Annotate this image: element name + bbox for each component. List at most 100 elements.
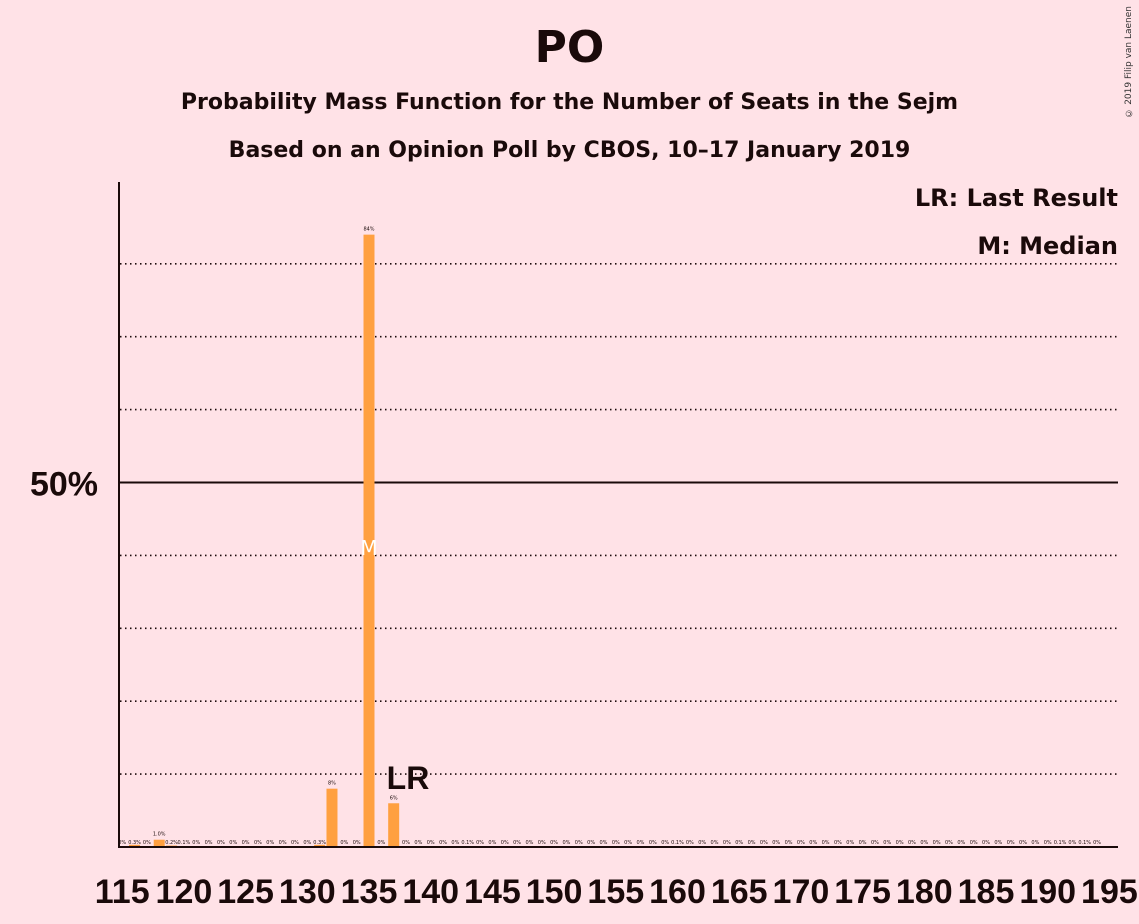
x-tick-label: 185 (958, 873, 1015, 911)
bar-value-label: 0% (575, 840, 583, 846)
bar-value-label: 0% (501, 840, 509, 846)
bar-value-label: 0.1% (461, 840, 474, 846)
bar-value-label: 0% (377, 840, 385, 846)
bar-value-label: 0% (871, 840, 879, 846)
x-tick-label: 145 (464, 873, 521, 911)
bar-value-label: 0% (698, 840, 706, 846)
bar-value-label: 0% (760, 840, 768, 846)
bar-value-label: 0% (340, 840, 348, 846)
bar-value-label: 0% (488, 840, 496, 846)
bar-value-label: 0% (229, 840, 237, 846)
bar-value-label: 0% (143, 840, 151, 846)
bar (314, 844, 326, 847)
bar-value-label: 0% (1031, 840, 1039, 846)
x-tick-label: 120 (156, 873, 213, 911)
bar-value-label: 0% (451, 840, 459, 846)
bar-value-label: 0% (1019, 840, 1027, 846)
bar-value-label: 0.1% (1054, 840, 1067, 846)
bar-value-label: 0% (933, 840, 941, 846)
x-tick-label: 155 (587, 873, 644, 911)
chart-subtitle-1: Probability Mass Function for the Number… (180, 90, 959, 115)
bar (363, 234, 375, 847)
bar-value-label: 0% (353, 840, 361, 846)
bar-value-label: 0% (414, 840, 422, 846)
bar-value-label: 0% (266, 840, 274, 846)
bar-value-label: 0% (254, 840, 262, 846)
bar-value-label: 0% (834, 840, 842, 846)
bar-value-label: 0% (291, 840, 299, 846)
bar-value-label: 0% (711, 840, 719, 846)
median-marker: M (360, 536, 377, 560)
bar-value-label: 0% (1093, 840, 1101, 846)
bar-value-label: 0% (945, 840, 953, 846)
bar-value-label: 0% (785, 840, 793, 846)
bar-value-label: 0% (772, 840, 780, 846)
bar-value-label: 0% (1007, 840, 1015, 846)
bar-value-label: 0% (822, 840, 830, 846)
x-tick-label: 115 (95, 873, 150, 911)
bar-value-label: 0% (538, 840, 546, 846)
x-tick-label: 140 (402, 873, 459, 911)
bar-value-label: 0% (279, 840, 287, 846)
bar-value-label: 0% (427, 840, 435, 846)
bar-value-label: 0% (612, 840, 620, 846)
bar-value-label: 0% (637, 840, 645, 846)
bar-value-label: 0% (525, 840, 533, 846)
y-tick-label: 50% (30, 466, 98, 504)
bar-value-label: 0% (661, 840, 669, 846)
bar-value-label: 0% (1068, 840, 1076, 846)
bar-value-label: 0.2% (165, 840, 178, 846)
bar (153, 839, 165, 847)
bar-value-label: 0% (402, 840, 410, 846)
bar-value-label: 0% (205, 840, 213, 846)
x-tick-label: 130 (279, 873, 336, 911)
bar-value-label: 0% (896, 840, 904, 846)
bar-value-label: 0% (476, 840, 484, 846)
bar-value-label: 0% (809, 840, 817, 846)
bar-value-label: 0% (797, 840, 805, 846)
bar (388, 803, 400, 847)
bar-value-label: 0% (192, 840, 200, 846)
bar-value-label: 0% (957, 840, 965, 846)
bar-value-label: 8% (328, 781, 336, 787)
legend-last-result: LR: Last Result (914, 184, 1118, 212)
legend-median: M: Median (977, 232, 1118, 260)
bar-value-label: 0.1% (671, 840, 684, 846)
bar-value-label: 0% (599, 840, 607, 846)
bar-value-label: 0% (242, 840, 250, 846)
bar-value-label: 0% (686, 840, 694, 846)
bar (129, 844, 141, 847)
x-tick-label: 135 (341, 873, 398, 911)
x-tick-label: 125 (217, 873, 274, 911)
bar-value-label: 0% (439, 840, 447, 846)
x-tick-label: 190 (1019, 873, 1076, 911)
chart-title: PO (534, 22, 605, 73)
bar-value-label: 0% (908, 840, 916, 846)
bar-value-label: 0% (735, 840, 743, 846)
bar-value-label: 0% (587, 840, 595, 846)
bar-value-label: 0.1% (178, 840, 191, 846)
x-tick-label: 180 (896, 873, 953, 911)
bar-value-label: 0% (994, 840, 1002, 846)
x-tick-label: 195 (1081, 873, 1138, 911)
bar-value-label: 0% (303, 840, 311, 846)
x-tick-label: 165 (711, 873, 768, 911)
bar-value-label: 0% (624, 840, 632, 846)
x-tick-label: 160 (649, 873, 706, 911)
bar-value-label: 0% (920, 840, 928, 846)
bar-value-label: 0.1% (1078, 840, 1091, 846)
bar-value-label: 0% (550, 840, 558, 846)
x-tick-label: 175 (834, 873, 891, 911)
bar-value-label: 0% (513, 840, 521, 846)
x-tick-label: 170 (773, 873, 830, 911)
bar-value-label: 0% (883, 840, 891, 846)
bar-value-label: 1.0% (153, 832, 166, 838)
x-tick-label: 150 (526, 873, 583, 911)
bar-value-label: 84% (363, 227, 374, 233)
bar-value-label: 0% (846, 840, 854, 846)
last-result-marker: LR (387, 760, 430, 796)
bar-value-label: 0% (723, 840, 731, 846)
bar (326, 788, 338, 847)
bar-value-label: 0% (217, 840, 225, 846)
